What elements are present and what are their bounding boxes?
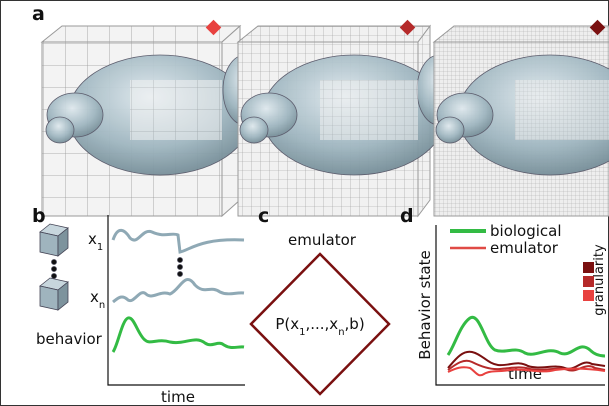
granularity-swatch <box>583 276 594 287</box>
label-xn: xn <box>90 288 105 311</box>
subscript: n <box>99 300 105 311</box>
text-part: ,b) <box>345 315 365 333</box>
text-part: x <box>88 230 97 248</box>
text-part: P(x <box>275 315 299 333</box>
cube-medium <box>236 19 462 218</box>
panel-label: b <box>32 205 46 227</box>
axes <box>107 215 245 386</box>
legend-label: biological <box>490 222 562 240</box>
panel-label: c <box>258 205 269 227</box>
label-x1: x1 <box>88 230 103 253</box>
label-behavior: behavior <box>36 330 103 348</box>
granularity-swatch <box>583 290 594 301</box>
trace-behavior <box>111 316 245 353</box>
cube-coarse <box>40 19 268 218</box>
subscript: n <box>338 327 344 338</box>
granularity-label: granularity <box>592 244 607 316</box>
emulator-title: emulator <box>288 231 357 249</box>
subscript: 1 <box>97 242 103 253</box>
text-part: ,...,x <box>305 315 338 333</box>
subscript: 1 <box>299 327 305 338</box>
emulator-diamond <box>249 252 391 396</box>
axis-title: time <box>161 388 195 406</box>
formula: P(x1,...,xn,b) <box>275 315 364 338</box>
voxel-cubes <box>39 223 183 311</box>
cube-fine <box>432 19 609 217</box>
axes <box>435 225 605 386</box>
panel-label: d <box>400 205 414 227</box>
axis-title: Behavior state <box>416 250 434 359</box>
trace-xn <box>112 278 245 304</box>
panel-label: a <box>32 3 45 25</box>
trace-x1 <box>111 228 245 254</box>
panel-d-curves <box>446 315 606 377</box>
granularity-swatch <box>583 262 594 273</box>
legend-label: emulator <box>490 239 559 257</box>
text-part: x <box>90 288 99 306</box>
